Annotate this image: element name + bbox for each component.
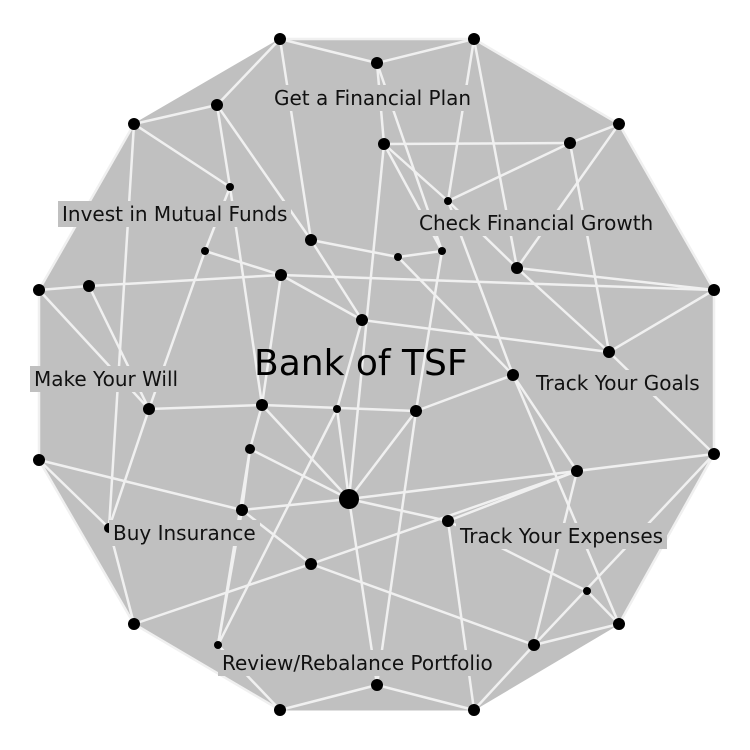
network-node (33, 284, 45, 296)
network-node (708, 448, 720, 460)
network-node (333, 405, 341, 413)
network-node (708, 284, 720, 296)
network-node (371, 679, 383, 691)
network-node (274, 704, 286, 716)
network-node (564, 137, 576, 149)
network-node (83, 280, 95, 292)
network-node (378, 138, 390, 150)
network-node (438, 247, 446, 255)
menu-item-buy-insurance[interactable]: Buy Insurance (109, 520, 260, 546)
network-node (613, 618, 625, 630)
network-node (143, 403, 155, 415)
menu-item-track-expenses[interactable]: Track Your Expenses (456, 523, 667, 549)
network-node (256, 399, 268, 411)
network-node (236, 504, 248, 516)
network-node (305, 234, 317, 246)
network-node (571, 465, 583, 477)
network-node (245, 444, 255, 454)
menu-item-review-portfolio[interactable]: Review/Rebalance Portfolio (218, 650, 497, 676)
network-node (214, 641, 222, 649)
network-node (410, 405, 422, 417)
network-node (583, 587, 591, 595)
page-title: Bank of TSF (254, 342, 468, 386)
network-node (468, 33, 480, 45)
menu-item-make-will[interactable]: Make Your Will (30, 366, 182, 392)
menu-item-track-goals[interactable]: Track Your Goals (532, 370, 704, 396)
network-node (305, 558, 317, 570)
network-node (442, 515, 454, 527)
network-node (394, 253, 402, 261)
menu-item-mutual-funds[interactable]: Invest in Mutual Funds (58, 201, 291, 227)
network-node (128, 618, 140, 630)
network-node (275, 269, 287, 281)
network-node (511, 262, 523, 274)
network-node (528, 639, 540, 651)
network-node (613, 118, 625, 130)
network-node (507, 369, 519, 381)
network-node (211, 99, 223, 111)
network-node (603, 346, 615, 358)
network-node (201, 247, 209, 255)
network-node (371, 57, 383, 69)
menu-item-financial-growth[interactable]: Check Financial Growth (415, 210, 657, 236)
network-node (226, 183, 234, 191)
network-node (468, 704, 480, 716)
network-node (33, 454, 45, 466)
network-edge (384, 143, 570, 144)
network-node (339, 489, 359, 509)
network-node (356, 314, 368, 326)
network-node (128, 118, 140, 130)
network-node (274, 33, 286, 45)
network-node (444, 197, 452, 205)
menu-item-financial-plan[interactable]: Get a Financial Plan (270, 85, 475, 111)
